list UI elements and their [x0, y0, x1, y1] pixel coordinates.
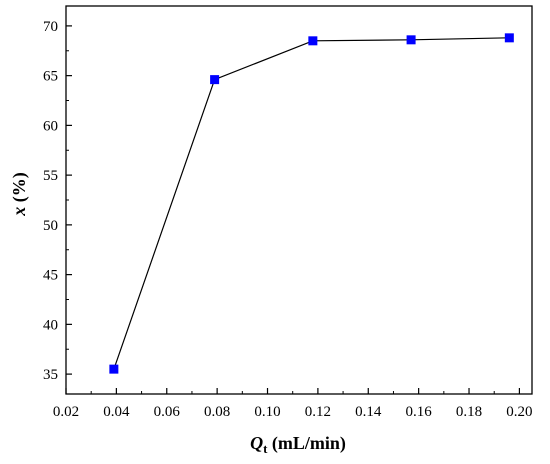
x-tick-label: 0.12 — [305, 404, 331, 420]
x-tick-label: 0.14 — [355, 404, 382, 420]
y-tick-label: 65 — [43, 69, 58, 85]
x-tick-label: 0.06 — [154, 404, 181, 420]
y-axis-title: x (%) — [9, 172, 30, 217]
y-tick-label: 50 — [43, 218, 58, 234]
x-tick-label: 0.08 — [204, 404, 230, 420]
x-tick-label: 0.18 — [456, 404, 482, 420]
data-point — [109, 364, 119, 374]
x-tick-label: 0.20 — [506, 404, 532, 420]
x-tick-label: 0.02 — [53, 404, 79, 420]
data-series — [109, 33, 514, 374]
data-point — [406, 35, 416, 45]
data-point — [308, 36, 318, 46]
plot-frame — [65, 5, 533, 395]
y-tick-label: 70 — [43, 19, 58, 35]
y-tick-label: 45 — [43, 268, 58, 284]
data-point — [504, 33, 514, 43]
x-axis-ticks: 0.02 0.04 0.06 0.08 0.10 0.12 0.14 0.16 0.18 0.20 — [53, 388, 533, 420]
x-tick-label: 0.16 — [406, 404, 433, 420]
x-axis-title: Qt (mL/min) — [250, 433, 346, 456]
y-tick-label: 55 — [43, 168, 58, 184]
x-tick-label: 0.04 — [103, 404, 130, 420]
x-tick-label: 0.10 — [254, 404, 280, 420]
y-tick-label: 40 — [43, 317, 58, 333]
y-tick-label: 60 — [43, 118, 58, 134]
plot-axes — [65, 5, 533, 395]
y-axis-ticks: 35 40 45 50 55 60 65 70 — [43, 19, 72, 383]
data-point — [210, 75, 220, 85]
y-tick-label: 35 — [43, 367, 58, 383]
series-line — [113, 37, 510, 370]
